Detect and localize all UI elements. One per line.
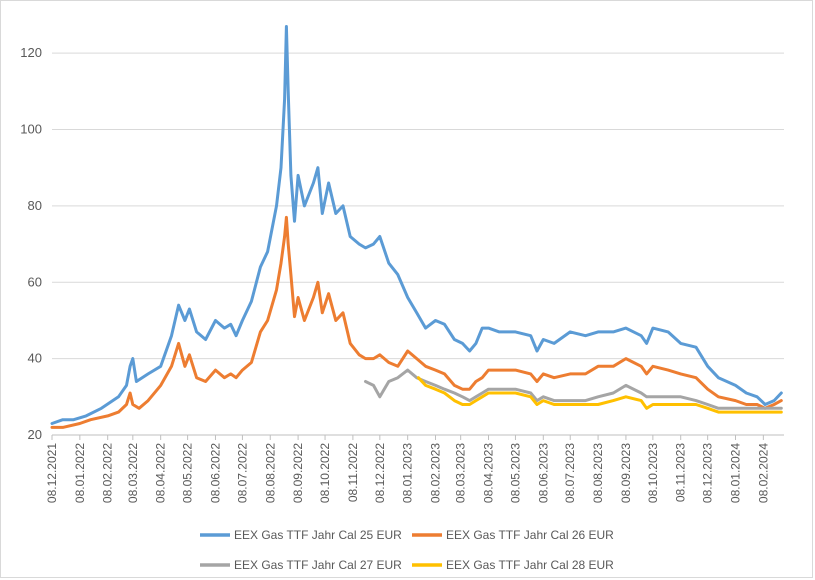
x-tick-label: 08.04.2023 [482,443,496,503]
x-tick-label: 08.12.2023 [701,443,715,503]
series-line-4 [416,376,783,414]
x-tick-label: 08.11.2022 [346,443,360,502]
legend-label: EEX Gas TTF Jahr Cal 26 EUR [446,528,614,542]
x-tick-label: 08.02.2024 [756,443,770,503]
x-tick-label: 08.03.2022 [126,443,140,503]
x-tick-label: 08.02.2022 [101,443,115,503]
x-tick-label: 08.05.2023 [508,443,522,503]
legend: EEX Gas TTF Jahr Cal 25 EUR EEX Gas TTF J… [200,528,614,572]
y-tick-label: 60 [28,274,42,289]
x-tick-label: 08.01.2023 [401,443,415,503]
y-tick-label: 120 [20,45,42,60]
x-tick-label: 08.02.2023 [429,443,443,503]
y-axis-ticks: 20 40 60 80 100 120 [20,45,42,442]
y-tick-label: 80 [28,198,42,213]
x-tick-label: 08.04.2022 [154,443,168,503]
grid-lines [52,52,784,360]
y-tick-label: 20 [28,427,42,442]
x-tick-label: 08.06.2022 [208,443,222,503]
series-line-2 [50,215,783,429]
x-tick-label: 08.07.2022 [235,443,249,503]
x-tick-label: 08.09.2023 [619,443,633,503]
x-tick-label: 08.07.2023 [563,443,577,503]
x-tick-label: 08.11.2023 [674,443,688,502]
legend-label: EEX Gas TTF Jahr Cal 28 EUR [446,558,614,572]
y-tick-label: 40 [28,351,42,366]
series-line-1 [50,25,783,425]
x-tick-label: 08.10.2023 [646,443,660,503]
series-line-3 [364,368,783,410]
x-tick-label: 08.01.2024 [728,443,742,503]
x-tick-label: 08.01.2022 [73,443,87,503]
x-tick-label: 08.12.2021 [45,443,59,503]
x-tick-label: 08.09.2022 [291,443,305,503]
x-tick-label: 08.05.2022 [181,443,195,503]
x-tick-label: 08.10.2022 [318,443,332,503]
x-tick-label: 08.06.2023 [536,443,550,503]
x-axis: 08.12.2021 08.01.2022 08.02.2022 08.03.2022… [45,434,784,503]
y-tick-label: 100 [20,122,42,137]
x-tick-label: 08.08.2022 [263,443,277,503]
x-tick-label: 08.08.2023 [591,443,605,503]
x-tick-label: 08.03.2023 [454,443,468,503]
legend-label: EEX Gas TTF Jahr Cal 25 EUR [234,528,402,542]
series-lines [50,25,783,429]
x-tick-label: 08.12.2022 [373,443,387,503]
legend-label: EEX Gas TTF Jahr Cal 27 EUR [234,558,402,572]
